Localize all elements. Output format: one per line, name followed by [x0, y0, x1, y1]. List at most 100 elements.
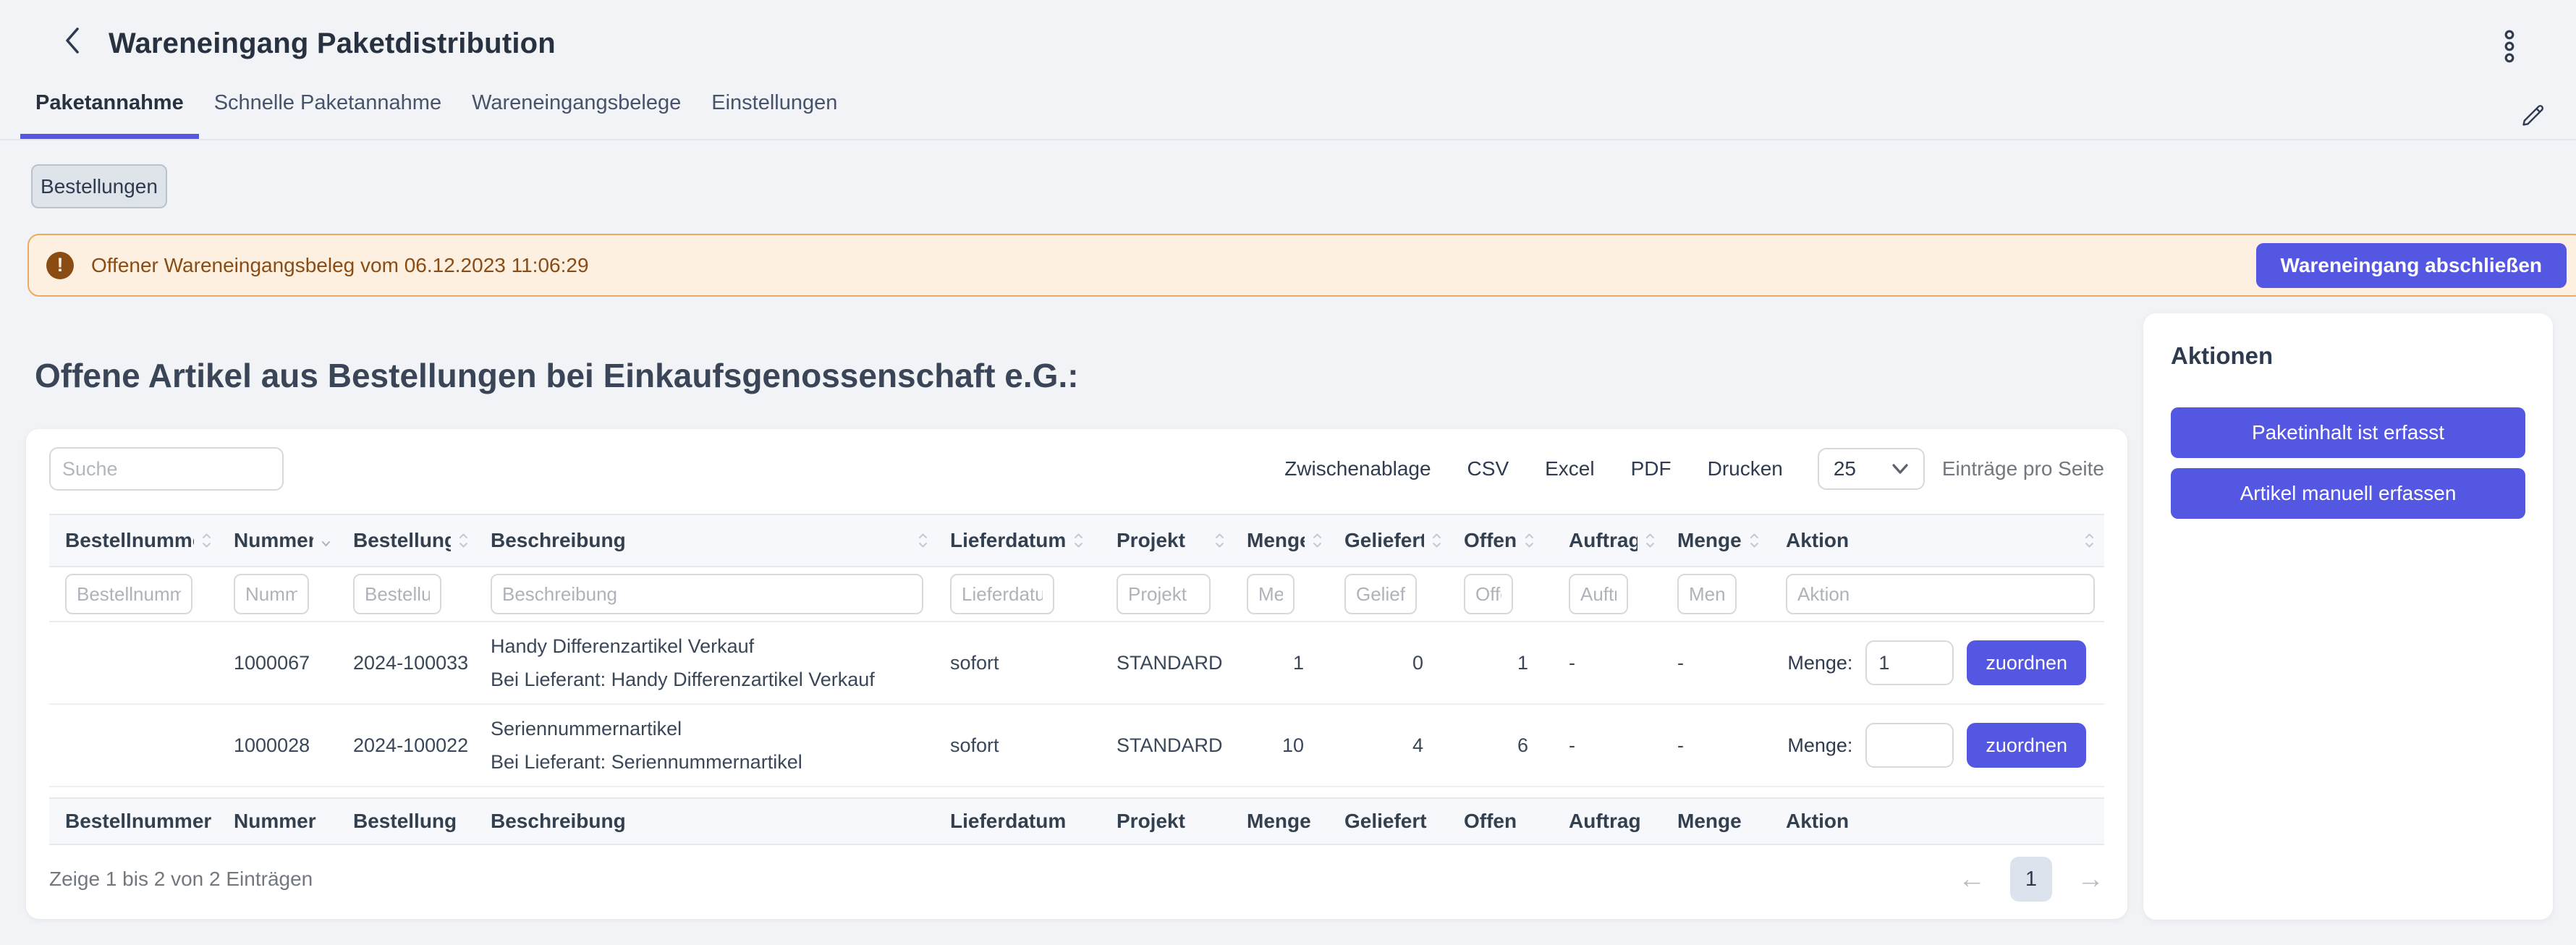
kebab-menu-button[interactable]: [2501, 29, 2518, 64]
header-cell-menge-2[interactable]: Menge: [1661, 529, 1770, 552]
page-size-select[interactable]: 25: [1817, 448, 1925, 490]
header-cell-projekt[interactable]: Projekt: [1101, 529, 1231, 552]
back-button[interactable]: [56, 25, 88, 56]
table-row: 1000067 2024-100033 Handy Differenzartik…: [49, 622, 2104, 705]
pencil-icon: [2522, 105, 2543, 126]
header-cell-bestellnummer[interactable]: Bestellnummer: [49, 529, 218, 552]
export-csv-button[interactable]: CSV: [1467, 457, 1509, 480]
sort-icon[interactable]: [1073, 531, 1084, 550]
header-cell-nummer[interactable]: Nummer: [218, 529, 337, 552]
cell-menge: 10: [1281, 734, 1304, 756]
tabs: Paketannahme Schnelle Paketannahme Waren…: [20, 72, 2576, 139]
cell-beschreibung: Seriennummernartikel Bei Lieferant: Seri…: [475, 712, 934, 779]
footer-cell-projekt: Projekt: [1117, 810, 1185, 832]
header-cell-geliefert[interactable]: Geliefert: [1329, 529, 1448, 552]
paketinhalt-erfasst-button[interactable]: Paketinhalt ist erfasst: [2171, 407, 2525, 458]
cell-aktion: Menge: zuordnen: [1770, 640, 2101, 685]
bestellungen-button[interactable]: Bestellungen: [31, 164, 167, 208]
chevron-left-icon: [66, 27, 79, 54]
sort-icon[interactable]: [1431, 531, 1442, 550]
header-cell-lieferdatum[interactable]: Lieferdatum: [934, 529, 1101, 552]
footer-cell-menge: Menge: [1247, 810, 1311, 832]
cell-geliefert: 4: [1412, 734, 1423, 756]
cell-aktion: Menge: zuordnen: [1770, 723, 2101, 768]
footer-cell-nummer: Nummer: [234, 810, 316, 832]
cell-menge: 1: [1292, 651, 1304, 674]
sort-icon[interactable]: [458, 531, 469, 550]
menge-input[interactable]: [1865, 640, 1954, 685]
filter-aktion-input[interactable]: [1786, 574, 2095, 614]
footer-cell-auftrag: Auftrag: [1569, 810, 1641, 832]
header-cell-bestellung[interactable]: Bestellung: [337, 529, 475, 552]
footer-cell-bestellung: Bestellung: [353, 810, 457, 832]
menge-input[interactable]: [1865, 723, 1954, 768]
cell-bestellung: 2024-100022: [353, 734, 469, 756]
tab-paketannahme[interactable]: Paketannahme: [20, 72, 199, 139]
export-excel-button[interactable]: Excel: [1545, 457, 1595, 480]
filter-menge-2-input[interactable]: [1677, 574, 1737, 614]
sort-desc-icon[interactable]: [321, 531, 331, 550]
pagination-next-icon[interactable]: →: [2077, 864, 2104, 894]
filter-geliefert-input[interactable]: [1344, 574, 1417, 614]
filter-auftrag-input[interactable]: [1569, 574, 1628, 614]
sort-icon[interactable]: [2084, 531, 2095, 550]
footer-cell-geliefert: Geliefert: [1344, 810, 1427, 832]
artikel-manuell-erfassen-button[interactable]: Artikel manuell erfassen: [2171, 468, 2525, 519]
warning-banner: ! Offener Wareneingangsbeleg vom 06.12.2…: [27, 234, 2576, 297]
export-drucken-button[interactable]: Drucken: [1707, 457, 1783, 480]
table: Bestellnummer Nummer Bestellung Beschrei…: [49, 514, 2104, 845]
page-title: Wareneingang Paketdistribution: [109, 27, 556, 59]
filter-beschreibung-input[interactable]: [491, 574, 923, 614]
sort-icon[interactable]: [918, 531, 928, 550]
menge-label: Menge:: [1787, 651, 1853, 674]
tab-schnelle-paketannahme[interactable]: Schnelle Paketannahme: [213, 91, 442, 114]
pagination-page-button[interactable]: 1: [2010, 857, 2052, 902]
header-cell-menge[interactable]: Menge: [1231, 529, 1329, 552]
filter-bestellung-input[interactable]: [353, 574, 441, 614]
header-cell-auftrag[interactable]: Auftrag: [1553, 529, 1661, 552]
pagination: ← 1 →: [1958, 857, 2104, 902]
export-pdf-button[interactable]: PDF: [1630, 457, 1672, 480]
tab-wareneingangsbelege[interactable]: Wareneingangsbelege: [472, 91, 682, 114]
zuordnen-button[interactable]: zuordnen: [1967, 640, 2086, 685]
filter-bestellnummer-input[interactable]: [65, 574, 192, 614]
filter-lieferdatum-input[interactable]: [950, 574, 1054, 614]
table-filter-row: [49, 567, 2104, 622]
export-zwischenablage-button[interactable]: Zwischenablage: [1284, 457, 1431, 480]
cell-auftrag: -: [1569, 651, 1575, 674]
header-cell-offen[interactable]: Offen: [1448, 529, 1553, 552]
header-cell-beschreibung[interactable]: Beschreibung: [475, 529, 934, 552]
table-footer-row: Bestellnummer Nummer Bestellung Beschrei…: [49, 797, 2104, 845]
cell-offen: 1: [1517, 651, 1528, 674]
wareneingang-abschliessen-button[interactable]: Wareneingang abschließen: [2255, 242, 2567, 288]
kebab-vertical-icon: [2504, 30, 2514, 63]
search-input[interactable]: [49, 447, 284, 491]
cell-offen: 6: [1517, 734, 1528, 756]
filter-nummer-input[interactable]: [234, 574, 309, 614]
cell-bestellung: 2024-100033: [353, 652, 469, 674]
filter-offen-input[interactable]: [1464, 574, 1513, 614]
beschreibung-line-2: Bei Lieferant: Seriennummernartikel: [491, 751, 802, 773]
sort-icon[interactable]: [1312, 531, 1323, 550]
pagination-prev-icon[interactable]: ←: [1958, 864, 1986, 894]
tab-einstellungen[interactable]: Einstellungen: [711, 91, 838, 114]
menge-label: Menge:: [1787, 734, 1853, 756]
orders-table-card: Zwischenablage CSV Excel PDF Drucken 25 …: [26, 429, 2127, 919]
sort-icon[interactable]: [201, 531, 212, 550]
tabs-bar: Paketannahme Schnelle Paketannahme Waren…: [0, 72, 2576, 140]
header-cell-aktion[interactable]: Aktion: [1770, 529, 2101, 552]
sort-icon[interactable]: [1214, 531, 1225, 550]
sort-icon[interactable]: [1645, 531, 1656, 550]
cell-beschreibung: Handy Differenzartikel Verkauf Bei Liefe…: [475, 630, 934, 696]
cell-auftrag: -: [1569, 734, 1575, 756]
beschreibung-line-1: Seriennummernartikel: [491, 718, 682, 740]
filter-projekt-input[interactable]: [1117, 574, 1211, 614]
sort-icon[interactable]: [1524, 531, 1535, 550]
footer-cell-menge-2: Menge: [1677, 810, 1742, 832]
zuordnen-button[interactable]: zuordnen: [1967, 723, 2086, 768]
title-bar: Wareneingang Paketdistribution: [0, 0, 2576, 72]
sort-icon[interactable]: [1749, 531, 1760, 550]
filter-menge-input[interactable]: [1247, 574, 1295, 614]
edit-button[interactable]: [2520, 101, 2547, 129]
footer-cell-bestellnummer: Bestellnummer: [65, 810, 212, 832]
